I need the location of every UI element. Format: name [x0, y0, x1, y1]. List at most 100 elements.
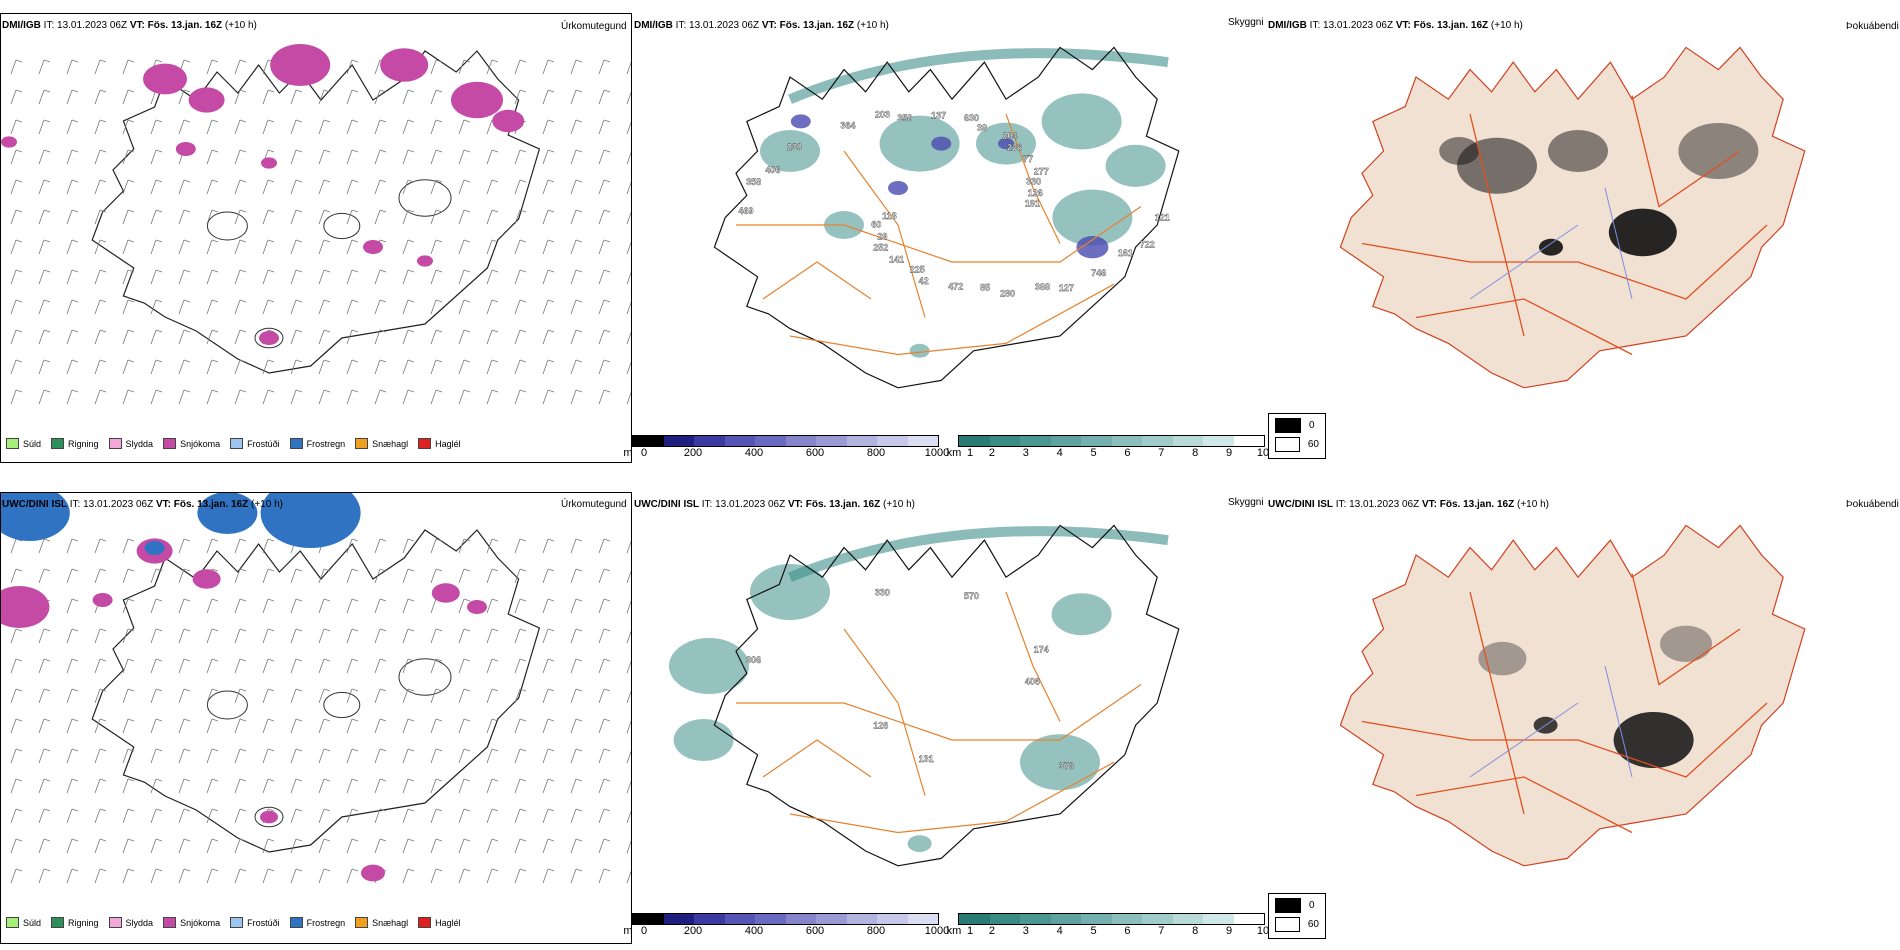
wind-barb	[66, 239, 79, 255]
wind-barb	[150, 568, 163, 584]
wind-barb	[570, 568, 583, 584]
wind-barb	[178, 568, 191, 584]
wind-barb	[542, 209, 555, 225]
road	[1415, 298, 1633, 356]
wind-barb	[178, 598, 191, 614]
wind-barb	[346, 538, 359, 554]
wind-barb	[402, 718, 415, 734]
legend-label: Frostúði	[247, 917, 280, 928]
wind-barb	[178, 299, 191, 315]
wind-barb	[430, 688, 443, 704]
legend-item: Slydda	[108, 438, 153, 449]
road	[789, 283, 1115, 356]
wind-barb	[486, 299, 499, 315]
cloud-base-label: 85	[980, 283, 990, 293]
road	[1361, 702, 1768, 778]
snow-area	[363, 240, 383, 254]
wind-barb	[318, 868, 331, 884]
colorbar-segment	[755, 914, 786, 924]
wind-barb	[570, 838, 583, 854]
cloud-base-label: 722	[1140, 239, 1155, 249]
legend-item: Snjókoma	[163, 917, 220, 928]
wind-barb	[150, 778, 163, 794]
wind-barb	[206, 598, 219, 614]
wind-barb	[94, 568, 107, 584]
wind-barb	[486, 359, 499, 375]
colorbar-segment	[785, 436, 816, 446]
wind-barb	[94, 359, 107, 375]
wind-barb	[430, 59, 443, 75]
wind-barb	[598, 688, 611, 704]
wind-barb	[598, 389, 611, 405]
colorbar-segment	[1020, 436, 1051, 446]
fog-legend-item: 0	[1275, 418, 1319, 433]
wind-barb	[430, 89, 443, 105]
wind-barb	[346, 149, 359, 165]
cloud-base-label: 472	[948, 281, 963, 291]
wind-barb	[570, 179, 583, 195]
wind-barb	[626, 810, 631, 824]
wind-barb	[234, 239, 247, 255]
low-cloud-area	[888, 181, 908, 195]
road	[1005, 591, 1061, 722]
fog-area	[1608, 208, 1677, 257]
wind-barb	[458, 748, 471, 764]
wind-barb	[122, 598, 135, 614]
wind-barb	[38, 179, 51, 195]
snow-area	[380, 48, 429, 82]
road	[1361, 224, 1768, 300]
panel-type-label: Úrkomutegund	[561, 21, 627, 32]
river	[1469, 702, 1579, 778]
wind-barb	[570, 688, 583, 704]
wind-barb	[262, 748, 275, 764]
wind-barb	[346, 598, 359, 614]
colorbar-segment	[816, 436, 847, 446]
wind-barb	[486, 628, 499, 644]
wind-barb	[290, 179, 303, 195]
wind-barb	[318, 329, 331, 345]
snow-area	[259, 331, 279, 345]
road	[789, 761, 1115, 834]
cloud-base-label: 174	[1034, 644, 1049, 654]
colorbar-tick: 600	[805, 447, 825, 459]
wind-barb	[122, 269, 135, 285]
cloud-band	[788, 526, 1169, 582]
glacier-outline	[398, 658, 452, 696]
colorbar-unit: m	[623, 447, 633, 459]
fog-map-bottom	[1339, 524, 1806, 867]
cloud-base-label: 469	[739, 206, 754, 216]
wind-barb	[346, 59, 359, 75]
colorbar-segment	[1050, 914, 1081, 924]
wind-barb	[542, 389, 555, 405]
iceland-coastline	[91, 529, 541, 853]
wind-barb	[262, 628, 275, 644]
wind-barb	[122, 808, 135, 824]
colorbar-segment	[1111, 436, 1142, 446]
cloud-band	[788, 48, 1169, 104]
wind-barb	[290, 299, 303, 315]
wind-barb	[150, 179, 163, 195]
wind-barb	[122, 389, 135, 405]
wind-barb	[38, 538, 51, 554]
wind-barb	[66, 389, 79, 405]
precip-type-panel-bottom	[0, 492, 632, 944]
wind-barb	[122, 299, 135, 315]
low-cloud-area	[931, 136, 952, 151]
wind-barb	[374, 718, 387, 734]
wind-barb	[262, 179, 275, 195]
legend-label: Súld	[23, 438, 42, 449]
wind-barb	[38, 568, 51, 584]
wind-barb	[486, 389, 499, 405]
colorbar-segment	[633, 436, 664, 446]
cloud-base-label: 330	[875, 588, 890, 598]
cloud-base-label: 376	[1059, 761, 1074, 771]
legend-swatch	[51, 438, 65, 449]
colorbar-segment	[989, 436, 1020, 446]
wind-barb	[10, 628, 23, 644]
wind-barb	[262, 89, 275, 105]
wind-barb	[430, 149, 443, 165]
wind-barb	[262, 778, 275, 794]
wind-barb	[262, 299, 275, 315]
wind-barb	[598, 568, 611, 584]
legend-label: Haglél	[435, 917, 461, 928]
